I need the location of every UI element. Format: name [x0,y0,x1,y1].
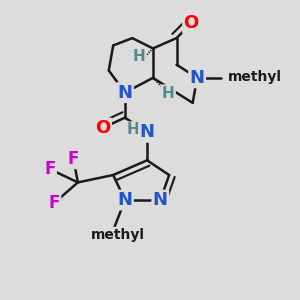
Text: F: F [49,194,60,212]
Text: methyl: methyl [228,70,282,84]
Text: F: F [44,160,56,178]
Text: N: N [140,123,154,141]
Text: N: N [118,191,133,209]
Text: H: H [133,49,146,64]
Text: O: O [184,14,199,32]
Text: H: H [162,86,175,101]
Text: O: O [95,119,110,137]
Text: N: N [190,69,205,87]
Text: H: H [127,122,139,137]
Text: N: N [153,191,168,209]
Text: N: N [118,84,133,102]
Text: methyl: methyl [91,228,145,242]
Text: F: F [68,150,79,168]
